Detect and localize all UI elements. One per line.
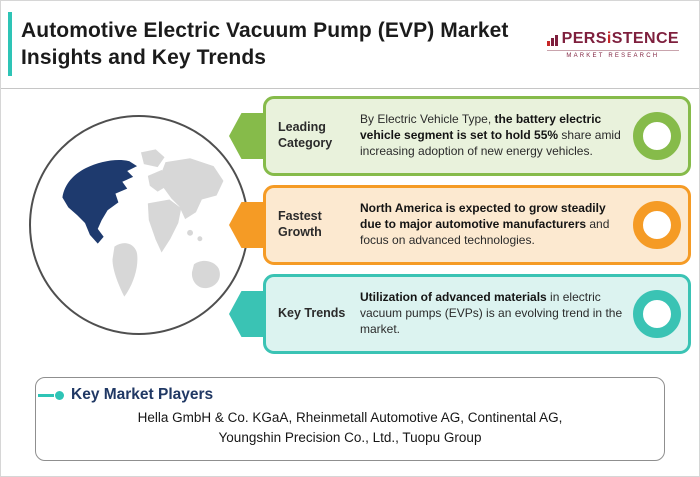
banner-label: Fastest Growth xyxy=(278,209,322,239)
key-players-box: Key Market Players Hella GmbH & Co. KGaA… xyxy=(35,377,665,461)
banner-box: Leading Category By Electric Vehicle Typ… xyxy=(263,96,691,176)
circle-icon xyxy=(633,112,681,160)
asia-shape xyxy=(160,158,224,220)
banner-fastest-growth: Fastest Growth North America is expected… xyxy=(229,185,691,265)
world-map xyxy=(29,115,249,335)
island-shape xyxy=(187,229,193,236)
page-title: Automotive Electric Vacuum Pump (EVP) Ma… xyxy=(21,19,509,69)
circle-icon xyxy=(633,201,681,249)
key-players-line: Hella GmbH & Co. KGaA, Rheinmetall Autom… xyxy=(137,410,563,425)
banner-text: By Electric Vehicle Type, the battery el… xyxy=(360,112,621,158)
logo-bars-icon xyxy=(546,35,558,48)
banner-key-trends: Key Trends Utilization of advanced mater… xyxy=(229,274,691,354)
key-players-heading: Key Market Players xyxy=(71,386,214,403)
banner-leading-category: Leading Category By Electric Vehicle Typ… xyxy=(229,96,691,176)
banner-label: Key Trends xyxy=(278,306,346,321)
key-players-line: Youngshin Precision Co., Ltd., Tuopu Gro… xyxy=(218,429,482,445)
bullet-dot-icon xyxy=(55,390,64,400)
banner-text: Utilization of advanced materials in ele… xyxy=(360,290,623,336)
island-shape xyxy=(197,236,203,242)
world-map-svg xyxy=(62,149,224,297)
circle-icon xyxy=(633,290,681,338)
key-players-list: Hella GmbH & Co. KGaA, Rheinmetall Autom… xyxy=(36,408,664,447)
north-america-shape xyxy=(62,160,138,244)
banner-text: North America is expected to grow steadi… xyxy=(360,201,610,247)
title-accent-bar xyxy=(8,12,12,76)
banner-label: Leading Category xyxy=(278,120,333,150)
pmr-logo: PERSiSTENCE MARKET RESEARCH xyxy=(546,30,685,59)
logo-subtitle: MARKET RESEARCH xyxy=(546,50,679,59)
logo-brand-text: PERSiSTENCE xyxy=(561,30,679,47)
banner-box: Key Trends Utilization of advanced mater… xyxy=(263,274,691,354)
insight-banners: Leading Category By Electric Vehicle Typ… xyxy=(229,96,691,363)
south-america-shape xyxy=(112,243,138,297)
key-players-heading-row: Key Market Players xyxy=(36,386,664,404)
header: Automotive Electric Vacuum Pump (EVP) Ma… xyxy=(1,1,699,89)
greenland-shape xyxy=(140,149,165,168)
africa-shape xyxy=(147,199,182,253)
australia-shape xyxy=(191,260,220,289)
banner-box: Fastest Growth North America is expected… xyxy=(263,185,691,265)
bullet-line xyxy=(38,393,54,397)
